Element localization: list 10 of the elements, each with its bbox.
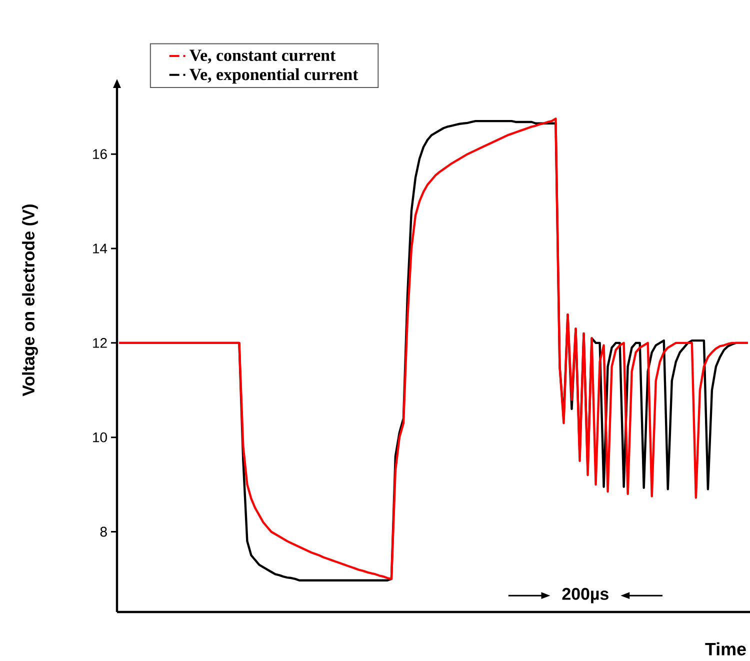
- y-tick-label: 16: [93, 149, 107, 160]
- y-tick-label: 8: [100, 526, 107, 537]
- x-axis-title: Time: [705, 642, 746, 656]
- y-tick-label: 12: [93, 338, 107, 348]
- y-tick-label: 14: [93, 244, 108, 254]
- legend-label: Ve, exponential current: [190, 68, 358, 84]
- y-axis-title: Voltage on electrode (V): [22, 204, 38, 396]
- annotation: 200µs: [562, 588, 608, 604]
- legend-label: Ve, constant current: [190, 50, 336, 64]
- y-tick-label: 10: [93, 432, 107, 442]
